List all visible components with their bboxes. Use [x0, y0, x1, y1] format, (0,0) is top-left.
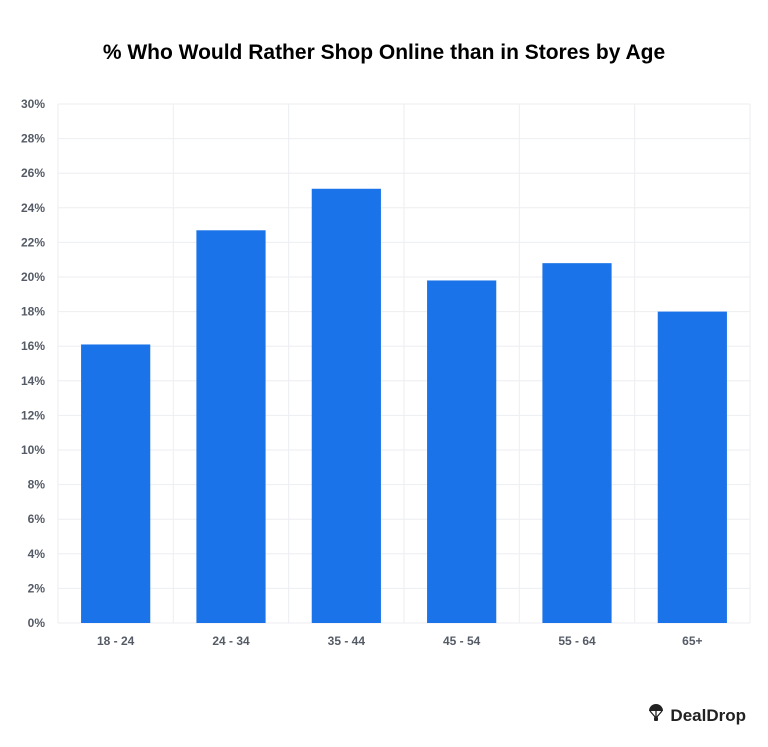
- y-tick-label: 12%: [21, 408, 45, 422]
- parachute-icon: [648, 704, 664, 727]
- brand-logo: DealDrop: [648, 704, 746, 727]
- bar: [657, 311, 727, 623]
- y-tick-label: 0%: [28, 616, 46, 630]
- y-tick-label: 8%: [28, 478, 46, 492]
- grid-lines: [57, 103, 751, 624]
- y-tick-label: 30%: [21, 97, 45, 111]
- y-tick-label: 26%: [21, 166, 45, 180]
- x-tick-label: 35 - 44: [328, 634, 366, 648]
- bar: [196, 230, 266, 624]
- bar: [311, 188, 381, 623]
- y-tick-label: 16%: [21, 339, 45, 353]
- x-tick-label: 18 - 24: [97, 634, 135, 648]
- y-tick-label: 28%: [21, 132, 45, 146]
- y-tick-label: 24%: [21, 201, 45, 215]
- bar: [81, 344, 151, 623]
- y-axis-ticks: 0% 2% 4% 6% 8% 10% 12% 14% 16% 18% 20% 22% 24% 26% 28%…: [21, 97, 45, 630]
- bar: [427, 280, 497, 623]
- y-tick-label: 22%: [21, 235, 45, 249]
- bar: [542, 263, 612, 623]
- y-tick-label: 20%: [21, 270, 45, 284]
- x-tick-label: 45 - 54: [443, 634, 481, 648]
- x-tick-label: 24 - 34: [212, 634, 250, 648]
- brand-name: DealDrop: [670, 705, 746, 725]
- x-tick-label: 65+: [682, 634, 702, 648]
- chart-title: % Who Would Rather Shop Online than in S…: [102, 41, 666, 64]
- y-tick-label: 2%: [28, 581, 46, 595]
- bars: [81, 188, 727, 624]
- x-tick-label: 55 - 64: [558, 634, 596, 648]
- y-tick-label: 6%: [28, 512, 46, 526]
- y-tick-label: 18%: [21, 305, 45, 319]
- y-tick-label: 14%: [21, 374, 45, 388]
- y-tick-label: 10%: [21, 443, 45, 457]
- x-axis-ticks: 18 - 24 24 - 34 35 - 44 45 - 54 55 - 64 65+: [97, 634, 703, 648]
- y-tick-label: 4%: [28, 547, 46, 561]
